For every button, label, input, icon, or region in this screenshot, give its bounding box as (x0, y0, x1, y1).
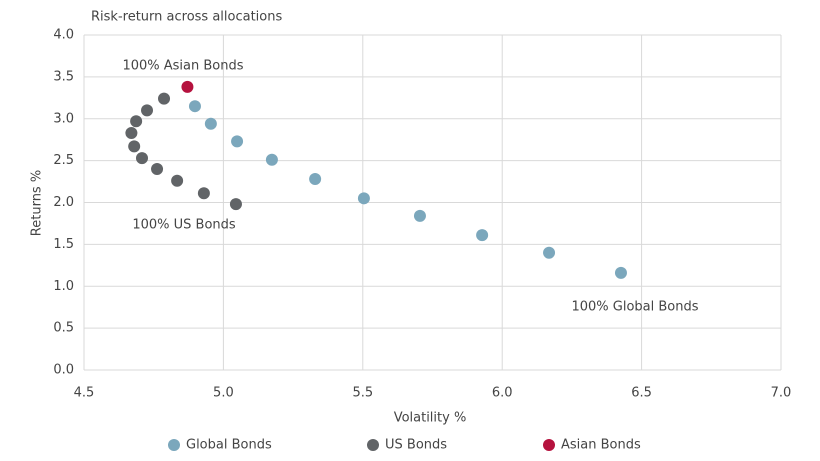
y-tick-label: 0.0 (53, 363, 74, 378)
x-tick-label: 6.5 (631, 386, 652, 401)
point (614, 266, 627, 279)
x-tick-label: 4.5 (74, 386, 95, 401)
y-tick-label: 0.5 (53, 321, 74, 336)
point (229, 198, 242, 211)
point (188, 100, 201, 113)
point (197, 187, 210, 200)
point (181, 80, 194, 93)
x-tick-label: 7.0 (771, 386, 792, 401)
y-tick-label: 3.0 (53, 111, 74, 126)
y-tick-label: 1.0 (53, 279, 74, 294)
point (171, 174, 184, 187)
legend-marker (543, 439, 555, 451)
point (125, 126, 138, 139)
y-tick-label: 3.5 (53, 69, 74, 84)
y-tick-label: 2.5 (53, 153, 74, 168)
point (413, 209, 426, 222)
y-tick-label: 1.5 (53, 237, 74, 252)
legend-label: Global Bonds (186, 438, 272, 453)
point (476, 229, 489, 242)
point (158, 92, 171, 105)
x-tick-label: 5.0 (213, 386, 234, 401)
x-tick-label: 6.0 (492, 386, 513, 401)
legend-label: Asian Bonds (561, 438, 641, 453)
point (309, 173, 322, 186)
point (130, 115, 143, 128)
point (265, 153, 278, 166)
point (231, 135, 244, 148)
point (151, 163, 164, 175)
point (128, 140, 141, 153)
point (141, 104, 154, 117)
legend-marker (367, 439, 379, 451)
point (357, 192, 370, 205)
legend-marker (168, 439, 180, 451)
y-tick-label: 4.0 (53, 28, 74, 43)
x-tick-label: 5.5 (352, 386, 373, 401)
annotation: 100% Global Bonds (571, 300, 698, 315)
y-axis-label: Returns % (30, 170, 45, 236)
annotation: 100% US Bonds (132, 218, 236, 233)
x-axis-label: Volatility % (394, 411, 467, 426)
point (204, 117, 217, 130)
legend-label: US Bonds (385, 438, 447, 453)
chart-title: Risk-return across allocations (91, 10, 282, 25)
annotation: 100% Asian Bonds (122, 59, 243, 74)
point (543, 246, 556, 259)
y-tick-label: 2.0 (53, 195, 74, 210)
point (135, 152, 148, 165)
